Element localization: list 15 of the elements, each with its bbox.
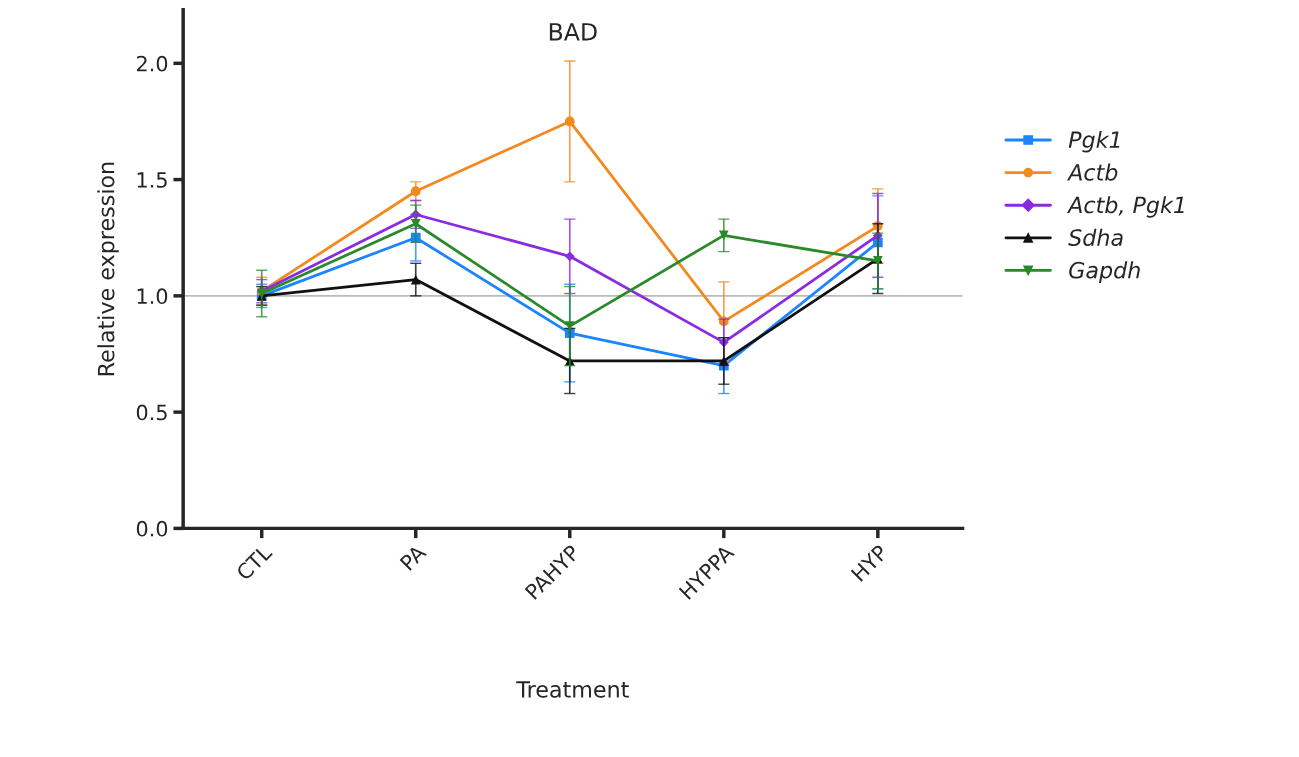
legend-label: Gapdh [1069,261,1140,283]
legend-label: Pgk1 [1068,130,1120,153]
x-axis-title: Treatment [516,681,629,698]
legend-label: Sdha [1068,228,1123,246]
y-tick-label: 2.0 [136,55,168,72]
y-tick-label: 1.5 [137,172,167,188]
y-tick-label: 0.5 [136,404,167,421]
x-tick-label: CTL [235,543,274,582]
legend-label: Actb [1066,163,1118,181]
legend-label: Actb, Pgk1 [1066,196,1184,218]
y-tick-label: 0.0 [136,520,168,537]
y-axis-title: Relative expression [97,162,119,376]
y-tick-label: 1.0 [137,288,168,305]
chart-title: BAD [549,23,597,41]
x-tick-label: PA [399,543,427,571]
